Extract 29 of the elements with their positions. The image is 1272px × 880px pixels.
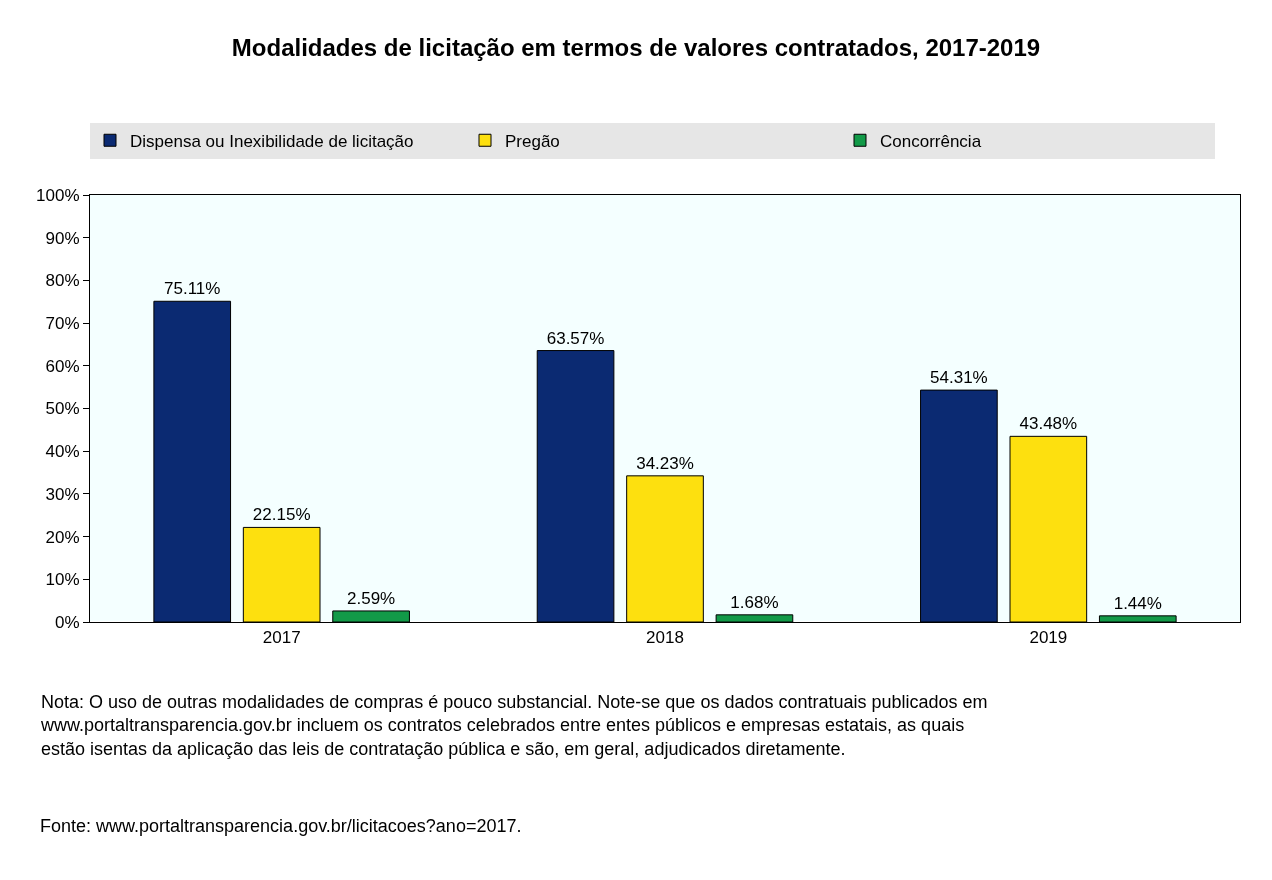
y-tick-label: 80% xyxy=(45,271,80,291)
data-label: 34.23% xyxy=(636,453,694,473)
source-note: Fonte: www.portaltransparencia.gov.br/licitacoes?ano=2017. xyxy=(40,816,522,836)
y-tick-label: 60% xyxy=(45,356,80,376)
y-tick-label: 40% xyxy=(45,442,80,462)
data-label: 1.44% xyxy=(1113,593,1162,613)
y-tick-label: 10% xyxy=(45,570,80,590)
y-tick-label: 50% xyxy=(45,399,80,419)
y-tick-label: 30% xyxy=(45,484,80,504)
data-label: 43.48% xyxy=(1019,414,1078,434)
data-label: 2.59% xyxy=(347,588,396,608)
legend-label: Dispensa ou Inexibilidade de licitação xyxy=(130,131,414,151)
data-label: 22.15% xyxy=(252,505,311,525)
y-tick-label: 0% xyxy=(55,612,80,632)
x-tick-label: 2019 xyxy=(1029,628,1068,648)
y-tick-label: 70% xyxy=(45,314,80,334)
data-label: 54.31% xyxy=(930,368,988,388)
legend-label: Concorrência xyxy=(880,131,982,151)
legend-label: Pregão xyxy=(505,131,560,151)
data-label: 1.68% xyxy=(730,592,779,612)
chart-title: Modalidades de licitação em termos de valores contratados, 2017-2019 xyxy=(231,34,1041,62)
data-label: 63.57% xyxy=(546,328,605,348)
y-tick-label: 100% xyxy=(36,185,80,205)
y-tick-label: 90% xyxy=(45,228,80,248)
x-tick-label: 2017 xyxy=(262,628,301,648)
text: Nota: O uso de outras modalidades de compras é pouco substancial. Note-se que os dados contratuais publicados em www.portaltransparencia.gov.br incluem os contratos celebrados entre entes públicos e empresas estatais, as quais estão isentas da aplicação das leis de contratação pública e são, em geral, adjudicados diretamente. xyxy=(40,692,988,759)
x-tick-label: 2018 xyxy=(646,628,684,648)
y-tick-label: 20% xyxy=(45,527,80,547)
data-label: 75.11% xyxy=(164,279,221,299)
